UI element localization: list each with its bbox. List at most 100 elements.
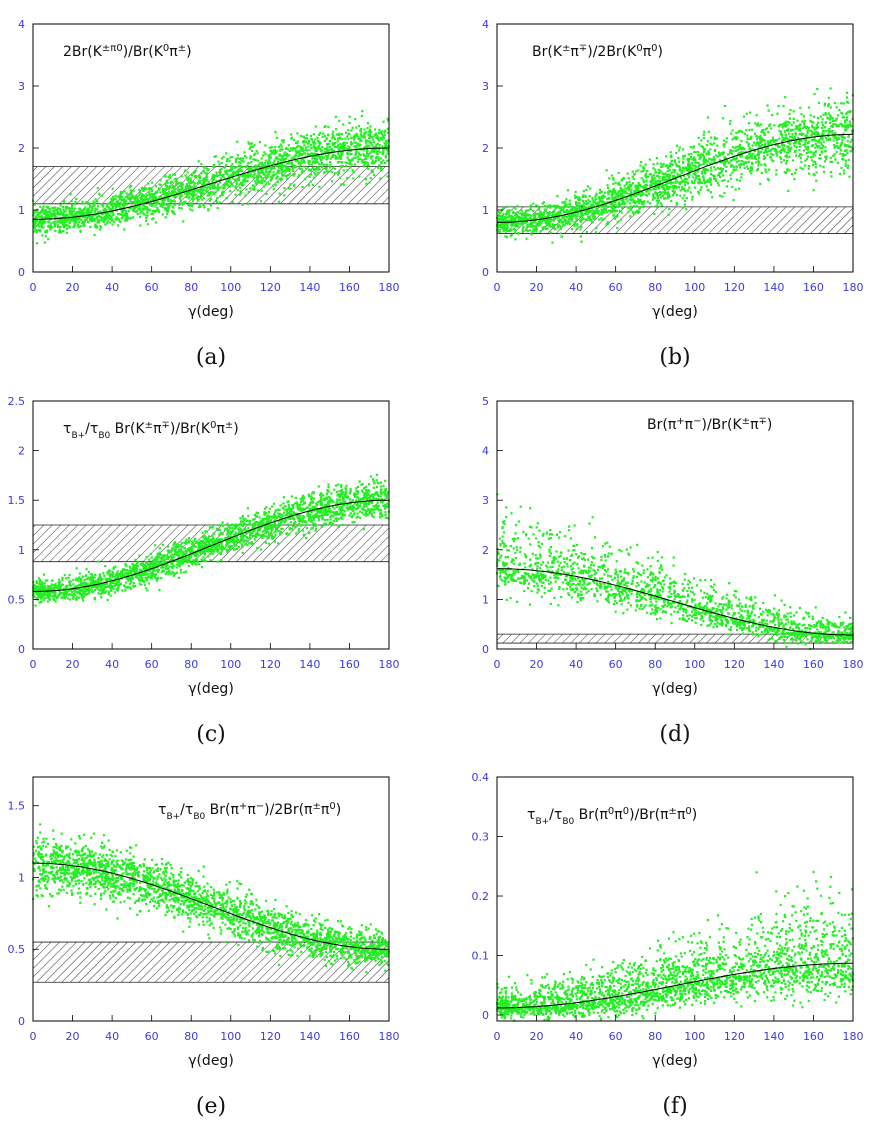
data-point bbox=[718, 171, 721, 175]
data-point bbox=[817, 101, 821, 104]
data-point bbox=[303, 165, 306, 168]
data-point bbox=[792, 117, 795, 120]
data-point bbox=[633, 201, 637, 204]
data-point bbox=[364, 155, 367, 158]
y-tick-label: 3 bbox=[482, 80, 489, 93]
data-point bbox=[185, 560, 189, 564]
data-point bbox=[592, 200, 595, 203]
data-point bbox=[268, 182, 271, 185]
data-point bbox=[739, 164, 742, 167]
data-point bbox=[807, 151, 810, 154]
data-point bbox=[764, 150, 767, 153]
data-point bbox=[141, 199, 144, 202]
data-point bbox=[88, 204, 92, 207]
data-point bbox=[124, 217, 127, 220]
data-point bbox=[133, 198, 136, 201]
data-point bbox=[706, 188, 709, 191]
data-point bbox=[516, 205, 519, 208]
data-point bbox=[317, 133, 321, 136]
data-point bbox=[840, 102, 843, 105]
data-point bbox=[372, 145, 375, 148]
data-point bbox=[35, 219, 38, 222]
data-point bbox=[656, 183, 659, 186]
data-point bbox=[669, 165, 672, 168]
data-point bbox=[502, 230, 505, 233]
data-point bbox=[109, 201, 112, 204]
data-point bbox=[318, 168, 321, 171]
data-point bbox=[200, 172, 203, 175]
data-point bbox=[47, 237, 50, 241]
data-point bbox=[363, 134, 366, 137]
data-point bbox=[561, 217, 564, 220]
data-point bbox=[341, 151, 344, 154]
data-point bbox=[34, 219, 37, 222]
data-point bbox=[232, 177, 235, 180]
data-point bbox=[172, 184, 175, 187]
data-point bbox=[532, 230, 535, 233]
y-tick-label: 4 bbox=[482, 18, 489, 31]
data-point bbox=[604, 209, 608, 212]
data-point bbox=[328, 145, 332, 149]
data-point bbox=[71, 204, 74, 207]
data-point bbox=[538, 212, 542, 215]
data-point bbox=[128, 198, 132, 201]
data-point bbox=[164, 182, 167, 186]
data-point bbox=[812, 160, 815, 163]
data-point bbox=[823, 150, 826, 153]
data-point bbox=[685, 178, 689, 181]
data-point bbox=[347, 137, 350, 140]
data-point bbox=[769, 149, 772, 152]
data-point bbox=[70, 207, 74, 210]
data-point bbox=[777, 125, 780, 128]
data-point bbox=[357, 155, 360, 158]
data-point bbox=[212, 178, 215, 181]
data-point bbox=[230, 182, 233, 186]
data-point bbox=[514, 231, 517, 234]
data-point bbox=[142, 204, 145, 208]
data-point bbox=[635, 170, 638, 173]
data-point bbox=[62, 208, 65, 211]
data-point bbox=[154, 191, 158, 194]
data-point bbox=[576, 202, 579, 205]
data-point bbox=[515, 223, 518, 226]
data-point bbox=[111, 199, 114, 202]
data-point bbox=[709, 173, 713, 176]
data-point bbox=[578, 202, 581, 205]
data-point bbox=[278, 192, 281, 195]
data-point bbox=[735, 131, 738, 134]
data-point bbox=[542, 201, 545, 204]
data-point bbox=[565, 215, 569, 219]
data-point bbox=[499, 216, 503, 219]
data-point bbox=[328, 148, 331, 151]
data-point bbox=[848, 120, 852, 123]
data-point bbox=[375, 143, 378, 146]
data-point bbox=[276, 181, 279, 184]
data-point bbox=[198, 203, 201, 206]
data-point bbox=[788, 121, 791, 124]
data-point bbox=[340, 161, 344, 164]
data-point bbox=[523, 212, 527, 215]
data-point bbox=[96, 213, 100, 216]
data-point bbox=[387, 119, 390, 122]
data-point bbox=[519, 222, 522, 225]
data-point bbox=[166, 204, 170, 207]
data-point bbox=[89, 225, 92, 229]
data-point bbox=[160, 204, 163, 207]
data-point bbox=[307, 184, 311, 187]
data-point bbox=[80, 209, 83, 212]
data-point bbox=[200, 163, 203, 166]
data-point bbox=[81, 202, 85, 205]
data-point bbox=[101, 219, 104, 223]
data-point bbox=[693, 158, 696, 162]
data-point bbox=[729, 173, 732, 177]
data-point bbox=[228, 178, 231, 181]
data-point bbox=[631, 211, 635, 214]
data-point bbox=[684, 190, 687, 193]
data-point bbox=[689, 145, 692, 149]
data-point bbox=[655, 157, 659, 160]
data-point bbox=[221, 193, 224, 197]
data-point bbox=[119, 197, 122, 201]
data-point bbox=[114, 206, 117, 209]
data-point bbox=[181, 187, 184, 190]
data-point bbox=[44, 235, 47, 238]
